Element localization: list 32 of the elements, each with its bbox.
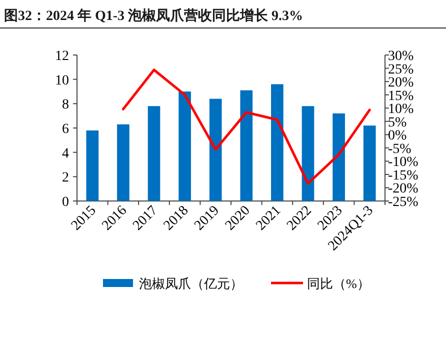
y-tick-label: 10 [55, 73, 69, 88]
legend-label: 泡椒凤爪（亿元） [139, 276, 243, 291]
y-tick-label: 2 [62, 170, 69, 186]
y2-tick-label: -5% [388, 142, 412, 157]
bar [209, 98, 222, 201]
bar [117, 124, 130, 201]
bar [178, 92, 191, 201]
y-tick-label: 4 [62, 146, 69, 162]
y2-tick-label: 30% [388, 49, 414, 64]
y-tick-label: 8 [62, 98, 69, 113]
y-tick-label: 0 [62, 195, 69, 210]
bar [302, 106, 314, 201]
y2-tick-label: 15% [388, 88, 414, 104]
bar [240, 90, 253, 201]
bar [148, 106, 160, 201]
bar [86, 130, 99, 201]
legend-label: 同比（%） [307, 276, 370, 291]
y2-tick-label: 0% [388, 128, 407, 144]
bar [332, 113, 345, 201]
y2-tick-label: -15% [388, 168, 419, 184]
y-tick-label: 6 [62, 122, 69, 137]
y2-tick-label: 25% [388, 62, 414, 78]
y2-tick-label: 5% [388, 115, 407, 130]
chart-title: 图32：2024 年 Q1-3 泡椒凤爪营收同比增长 9.3% [4, 7, 304, 24]
y2-tick-label: -20% [388, 182, 419, 197]
y2-tick-label: 10% [388, 102, 414, 118]
y2-tick-label: -10% [388, 155, 419, 170]
y2-tick-label: -25% [388, 195, 419, 210]
bar [363, 126, 376, 201]
bar [271, 84, 284, 201]
y2-tick-label: 20% [388, 76, 414, 91]
y-tick-label: 12 [55, 49, 69, 64]
